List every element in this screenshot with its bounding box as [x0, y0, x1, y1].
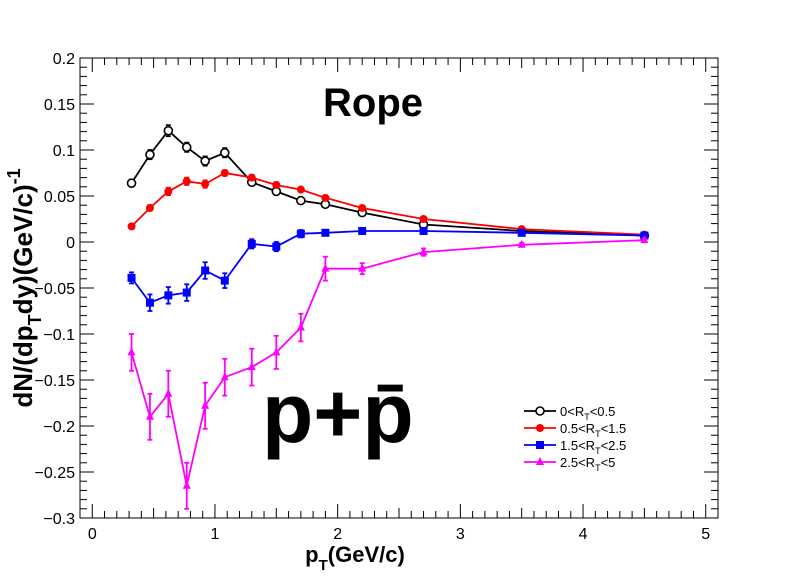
data-point: [145, 149, 155, 160]
x-axis: 0 1 2 3 4 5: [79, 58, 719, 543]
data-point: [220, 276, 229, 285]
x-axis-label: pT(GeV/c): [305, 542, 405, 574]
data-point: [272, 242, 281, 251]
data-point: [127, 222, 136, 231]
particle-label-text: p+p̄: [262, 366, 414, 460]
data-point: [536, 424, 544, 432]
data-point: [296, 185, 305, 194]
data-point: [201, 266, 210, 275]
data-point: [181, 142, 192, 153]
y-tick-label: 0.05: [44, 189, 75, 206]
data-point: [536, 457, 544, 465]
data-point: [419, 226, 428, 235]
legend-label: 2.5<RT<5: [560, 455, 615, 473]
data-point: [201, 400, 210, 409]
data-point: [127, 347, 136, 356]
data-point: [247, 362, 256, 371]
data-point: [182, 480, 191, 489]
x-tick-label: 2: [333, 526, 342, 543]
y-axis: −0.3 −0.25 −0.2 −0.15 −0.1 −0.05 0 0.05 0.1 0.15 0…: [35, 51, 718, 528]
data-point: [358, 226, 367, 235]
y-tick-label: −0.05: [35, 281, 76, 298]
x-tick-label: 3: [456, 526, 465, 543]
data-point: [419, 247, 428, 256]
x-tick-label: 0: [88, 526, 97, 543]
series-4: [127, 235, 649, 510]
data-point: [247, 239, 256, 248]
data-point: [358, 263, 367, 272]
data-point: [536, 441, 544, 449]
data-point: [145, 411, 154, 420]
data-point: [296, 322, 305, 331]
data-point: [220, 169, 229, 177]
legend-item: 2.5<RT<5: [524, 455, 615, 473]
legend-item: 0<RT<0.5: [524, 404, 615, 422]
data-point: [145, 203, 154, 212]
data-point: [220, 372, 229, 381]
data-point: [272, 347, 281, 356]
data-point: [272, 180, 281, 189]
y-tick-label: 0.2: [53, 51, 75, 68]
legend-label: 0<RT<0.5: [560, 404, 615, 422]
y-tick-label: −0.3: [43, 511, 75, 528]
data-point: [296, 195, 306, 206]
legend-item: 0.5<RT<1.5: [524, 421, 626, 439]
data-point: [200, 156, 210, 166]
data-point: [321, 263, 330, 272]
series-layer: [126, 124, 650, 510]
series-3: [127, 226, 649, 312]
y-axis-label: dN/(dpTdy)(GeV/c)-1: [4, 168, 45, 407]
particle-label: p+p̄: [262, 366, 414, 460]
data-point: [127, 273, 136, 282]
data-point: [219, 147, 230, 158]
y-tick-label: 0.15: [44, 97, 75, 114]
x-tick-label: 4: [579, 526, 588, 543]
data-point: [517, 239, 526, 248]
data-point: [163, 125, 174, 136]
series-line: [130, 239, 645, 487]
y-tick-label: −0.15: [35, 373, 76, 390]
data-point: [296, 229, 305, 238]
data-point: [247, 173, 256, 182]
legend-item: 1.5<RT<2.5: [524, 438, 626, 456]
legend: 0<RT<0.50.5<RT<1.51.5<RT<2.52.5<RT<5: [524, 404, 626, 473]
chart-title: Rope: [323, 81, 423, 125]
legend-label: 1.5<RT<2.5: [560, 438, 626, 456]
data-point: [182, 177, 191, 186]
data-point: [535, 406, 545, 416]
data-point: [321, 228, 330, 237]
data-point: [164, 187, 173, 196]
data-point: [164, 388, 173, 397]
data-point: [517, 228, 526, 237]
data-point: [126, 178, 137, 188]
data-point: [358, 203, 367, 212]
x-tick-label: 5: [701, 526, 710, 543]
y-tick-label: 0.1: [53, 143, 75, 160]
data-point: [640, 235, 649, 244]
data-point: [145, 298, 154, 307]
legend-label: 0.5<RT<1.5: [560, 421, 626, 439]
data-point: [201, 180, 210, 189]
y-tick-label: −0.2: [43, 419, 75, 436]
data-point: [164, 291, 173, 300]
data-point: [321, 193, 330, 202]
data-point: [419, 215, 428, 223]
y-tick-label: −0.25: [35, 465, 76, 482]
y-tick-label: 0: [66, 235, 75, 252]
series-2: [127, 169, 649, 239]
y-tick-label: −0.1: [43, 327, 75, 344]
data-point: [182, 288, 191, 297]
x-tick-label: 1: [211, 526, 220, 543]
